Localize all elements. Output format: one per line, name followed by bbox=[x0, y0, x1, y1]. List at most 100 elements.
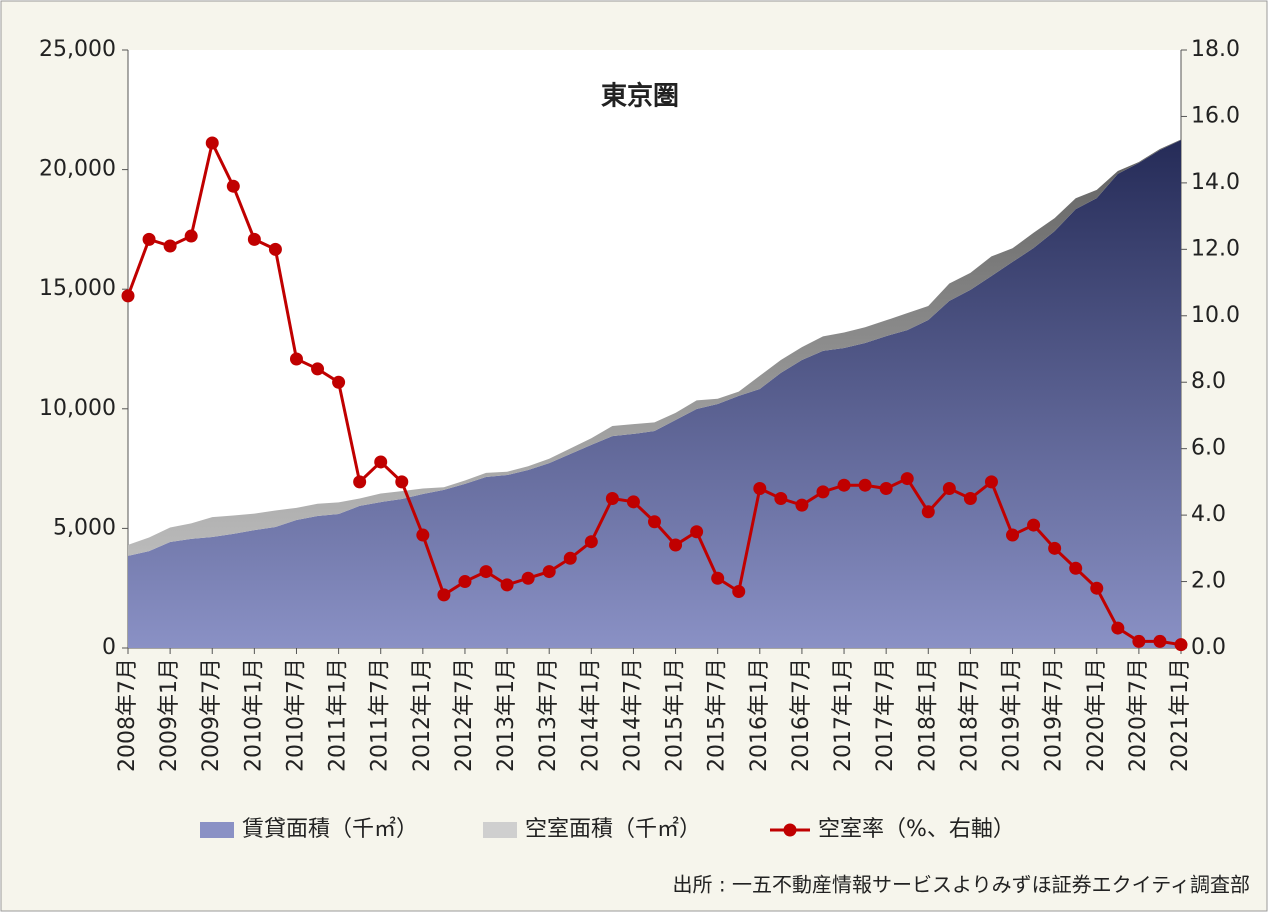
line-point bbox=[963, 492, 977, 505]
line-point bbox=[311, 362, 325, 376]
line-point bbox=[1090, 581, 1104, 595]
line-point bbox=[1153, 634, 1167, 648]
line-point bbox=[1111, 621, 1125, 635]
line-point bbox=[226, 179, 240, 193]
line-point bbox=[353, 475, 367, 489]
line-point bbox=[289, 352, 303, 366]
line-point bbox=[921, 505, 935, 519]
legend-label: 空室率（%、右軸） bbox=[818, 817, 1015, 842]
line-point bbox=[184, 229, 198, 243]
x-tick-label: 2008年7月 bbox=[115, 658, 140, 772]
x-tick-label: 2016年1月 bbox=[747, 658, 772, 772]
x-tick-label: 2020年1月 bbox=[1084, 658, 1109, 772]
line-point bbox=[1048, 541, 1062, 555]
line-point bbox=[837, 478, 851, 492]
line-point bbox=[563, 551, 577, 565]
line-point bbox=[142, 232, 156, 246]
x-tick-label: 2014年1月 bbox=[578, 658, 603, 772]
chart-title: 東京圏 bbox=[601, 81, 679, 112]
y2-tick-label: 6.0 bbox=[1191, 436, 1226, 461]
x-tick-label: 2013年1月 bbox=[494, 658, 519, 772]
legend-label: 賃貸面積（千㎡） bbox=[242, 816, 418, 842]
x-tick-label: 2015年1月 bbox=[663, 658, 688, 772]
x-tick-label: 2019年1月 bbox=[1000, 658, 1025, 772]
line-point bbox=[521, 571, 535, 585]
line-point bbox=[1132, 634, 1146, 648]
line-point bbox=[416, 528, 430, 542]
x-tick-label: 2013年7月 bbox=[536, 658, 561, 772]
y2-tick-label: 16.0 bbox=[1191, 103, 1240, 128]
line-point bbox=[858, 478, 872, 492]
line-point bbox=[879, 482, 893, 496]
line-point bbox=[626, 495, 640, 509]
line-point bbox=[1027, 518, 1041, 532]
line-point bbox=[500, 578, 514, 592]
y2-tick-label: 0.0 bbox=[1191, 635, 1226, 660]
line-point bbox=[753, 482, 767, 496]
y2-tick-label: 8.0 bbox=[1191, 369, 1226, 394]
line-point bbox=[479, 565, 493, 579]
x-tick-label: 2012年7月 bbox=[452, 658, 477, 772]
line-point bbox=[984, 475, 998, 489]
line-point bbox=[1006, 528, 1020, 542]
y-tick-label: 5,000 bbox=[53, 515, 116, 540]
x-tick-label: 2011年1月 bbox=[326, 658, 351, 772]
line-point bbox=[942, 482, 956, 496]
line-point bbox=[900, 472, 914, 486]
x-tick-label: 2009年7月 bbox=[199, 658, 224, 772]
line-point bbox=[605, 492, 619, 505]
line-point bbox=[374, 455, 388, 469]
x-tick-label: 2017年1月 bbox=[831, 658, 856, 772]
line-point bbox=[1174, 638, 1188, 652]
y2-tick-label: 4.0 bbox=[1191, 502, 1226, 527]
line-point bbox=[458, 575, 472, 589]
line-point bbox=[121, 289, 135, 303]
legend-swatch bbox=[200, 822, 234, 838]
y-tick-label: 0 bbox=[102, 635, 116, 660]
y-tick-label: 25,000 bbox=[39, 37, 116, 62]
line-point bbox=[690, 525, 704, 539]
x-tick-label: 2014年7月 bbox=[620, 658, 645, 772]
line-point bbox=[795, 498, 809, 512]
y2-tick-label: 2.0 bbox=[1191, 569, 1226, 594]
line-point bbox=[542, 565, 556, 579]
y-tick-label: 10,000 bbox=[39, 396, 116, 421]
line-point bbox=[711, 571, 725, 585]
line-point bbox=[584, 535, 598, 549]
legend-label: 空室面積（千㎡） bbox=[525, 816, 701, 842]
y2-tick-label: 10.0 bbox=[1191, 303, 1240, 328]
x-tick-label: 2021年1月 bbox=[1168, 658, 1193, 772]
legend-swatch bbox=[783, 823, 797, 837]
line-point bbox=[163, 239, 177, 253]
line-point bbox=[816, 485, 830, 499]
y2-tick-label: 14.0 bbox=[1191, 170, 1240, 195]
x-tick-label: 2020年7月 bbox=[1126, 658, 1151, 772]
x-tick-label: 2017年7月 bbox=[873, 658, 898, 772]
x-tick-label: 2018年7月 bbox=[957, 658, 982, 772]
y2-tick-label: 12.0 bbox=[1191, 236, 1240, 261]
x-tick-label: 2016年7月 bbox=[789, 658, 814, 772]
line-point bbox=[732, 585, 746, 599]
x-tick-label: 2010年7月 bbox=[283, 658, 308, 772]
source: 出所 : 一五不動産情報サービスよりみずほ証券エクイティ調査部 bbox=[673, 873, 1250, 897]
legend-swatch bbox=[483, 822, 517, 838]
line-point bbox=[669, 538, 683, 552]
x-tick-label: 2015年7月 bbox=[705, 658, 730, 772]
x-tick-label: 2009年1月 bbox=[157, 658, 182, 772]
line-point bbox=[205, 136, 219, 150]
x-tick-label: 2010年1月 bbox=[241, 658, 266, 772]
y-tick-label: 15,000 bbox=[39, 276, 116, 301]
line-point bbox=[774, 492, 788, 505]
line-point bbox=[395, 475, 409, 489]
x-tick-label: 2019年7月 bbox=[1042, 658, 1067, 772]
y2-tick-label: 18.0 bbox=[1191, 37, 1240, 62]
x-tick-label: 2012年1月 bbox=[410, 658, 435, 772]
x-tick-label: 2011年7月 bbox=[368, 658, 393, 772]
area bbox=[128, 139, 1181, 648]
line-point bbox=[332, 375, 346, 389]
line-point bbox=[1069, 561, 1083, 575]
line-point bbox=[247, 232, 261, 246]
y-tick-label: 20,000 bbox=[39, 157, 116, 182]
